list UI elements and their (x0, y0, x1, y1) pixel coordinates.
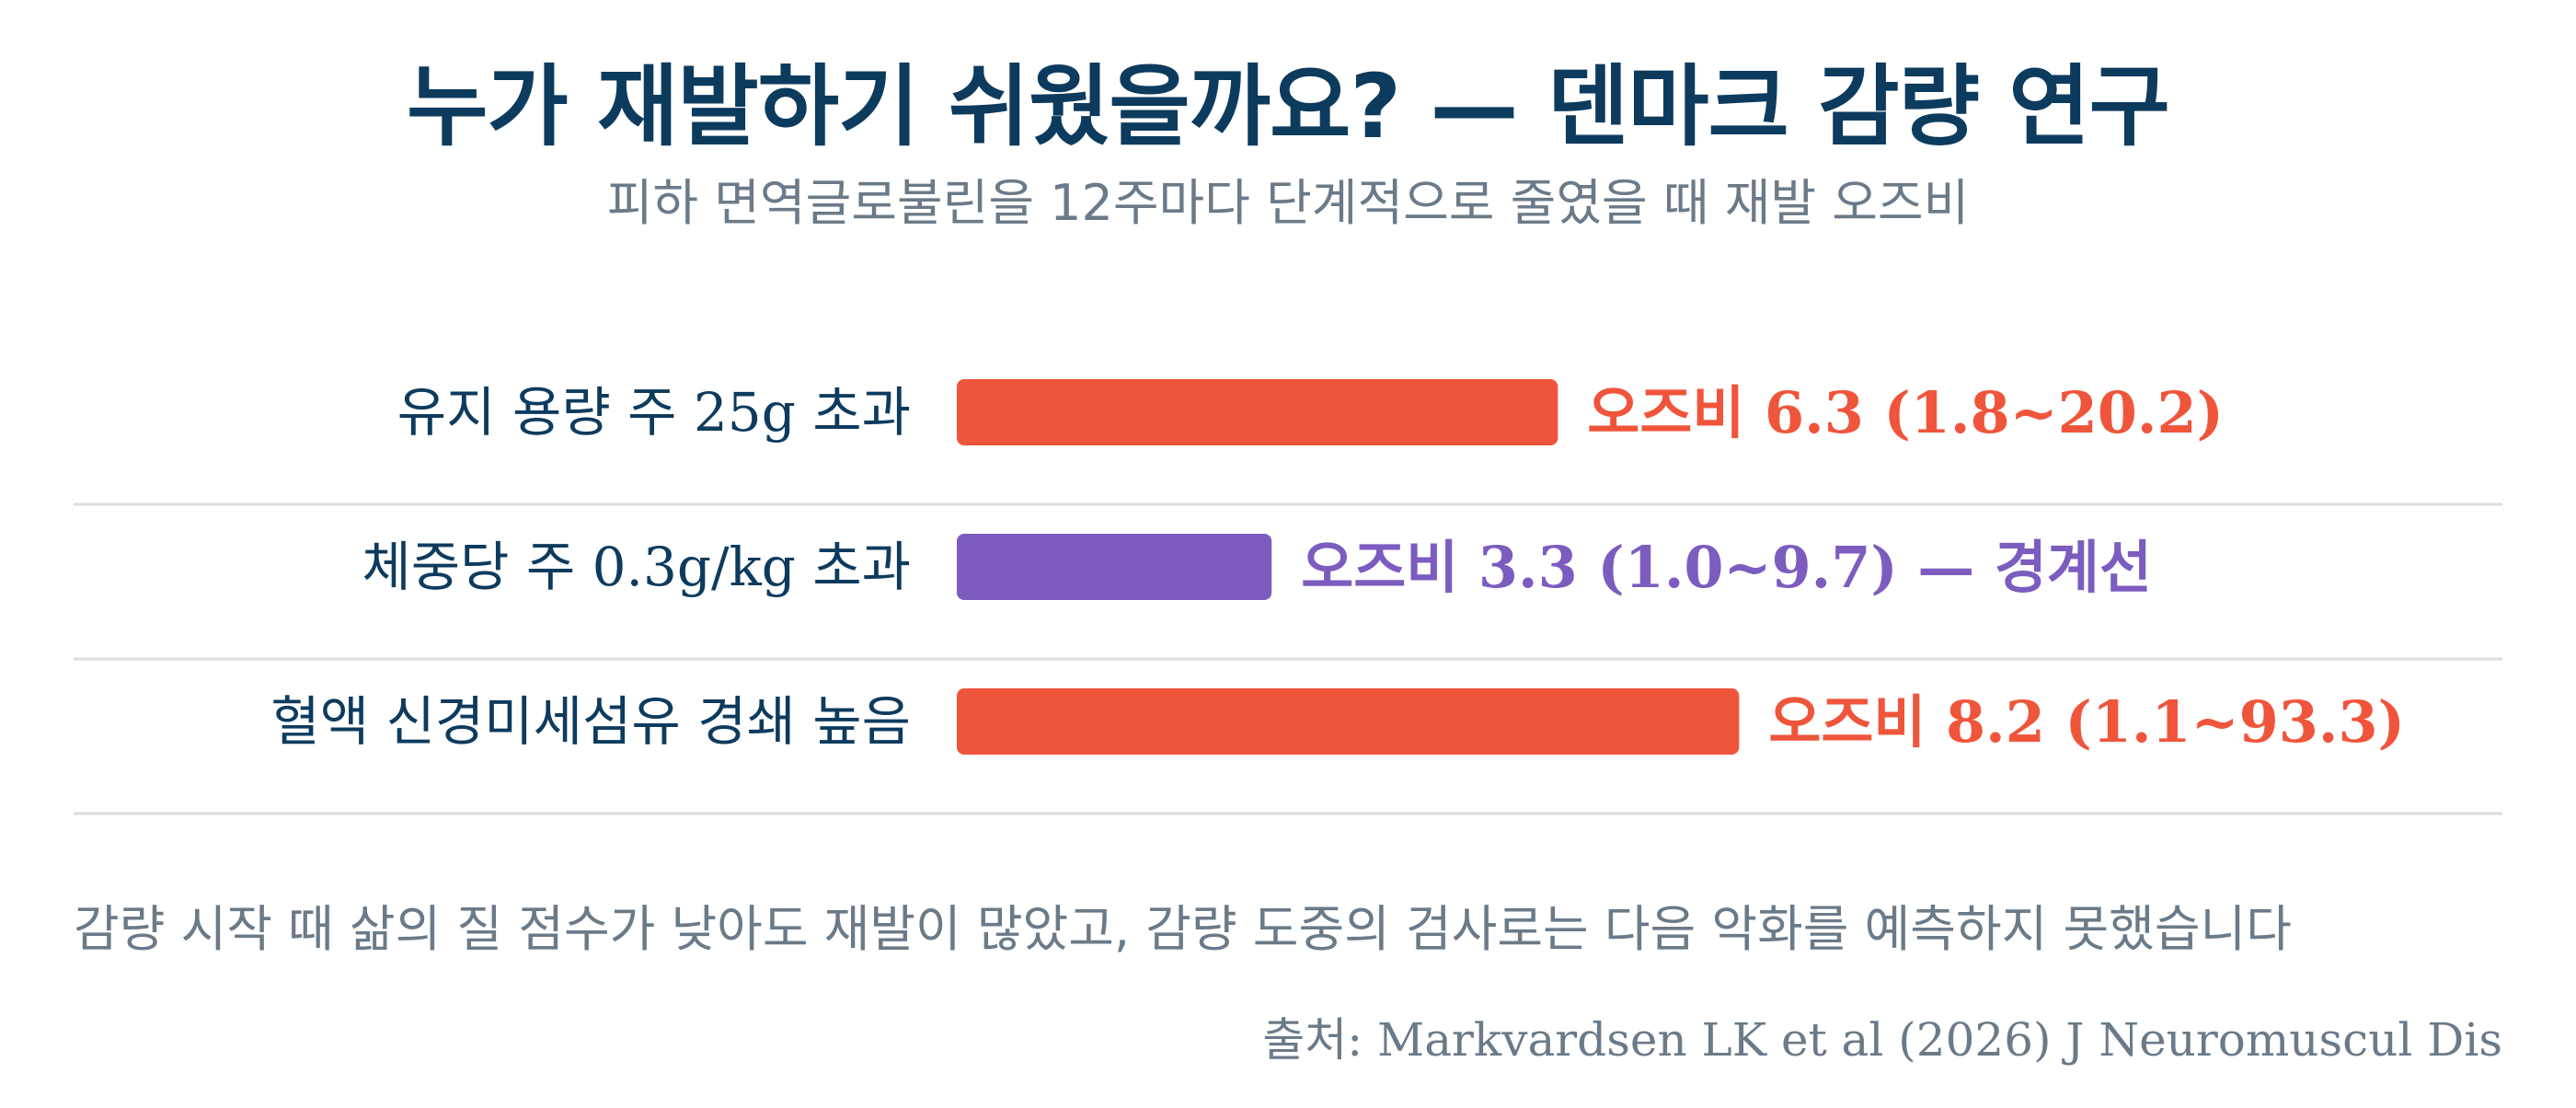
chart-note: 감량 시작 때 삶의 질 점수가 낮아도 재발이 많았고, 감량 도중의 검사로… (74, 900, 2292, 958)
bar (957, 534, 1272, 600)
category-label: 유지 용량 주 25g 초과 (397, 381, 911, 444)
category-label: 혈액 신경미세섬유 경쇄 높음 (270, 690, 911, 753)
category-label: 체중당 주 0.3g/kg 초과 (362, 536, 911, 598)
bar (957, 379, 1558, 445)
bar (957, 688, 1740, 755)
value-label: 오즈비 6.3 (1.8~20.2) (1587, 379, 2224, 446)
value-label: 오즈비 8.2 (1.1~93.3) (1768, 688, 2405, 756)
chart-source: 출처: Markvardsen LK et al (2026) J Neurom… (1262, 1013, 2502, 1067)
chart-subtitle: 피하 면역글로불린을 12주마다 단계적으로 줄였을 때 재발 오즈비 (606, 174, 1970, 232)
chart-title: 누가 재발하기 쉬웠을까요? — 덴마크 감량 연구 (407, 55, 2170, 158)
value-label: 오즈비 3.3 (1.0~9.7) — 경계선 (1301, 534, 2152, 601)
